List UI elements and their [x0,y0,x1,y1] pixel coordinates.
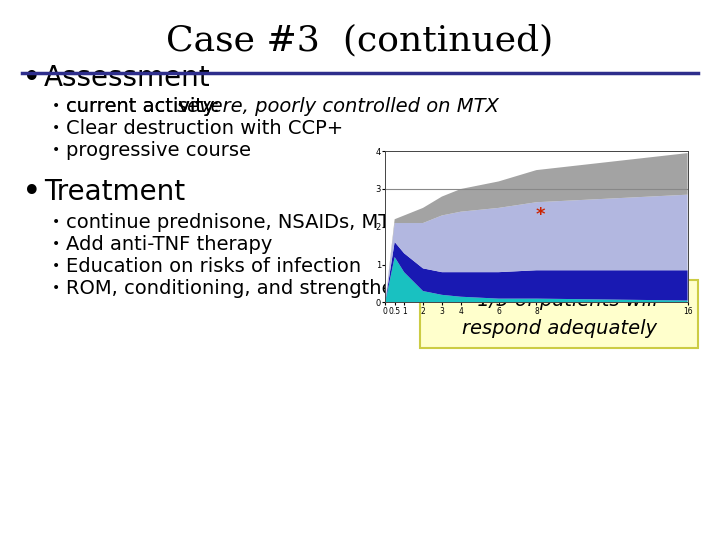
Text: progressive course: progressive course [66,140,251,159]
Text: severe, poorly controlled on MTX: severe, poorly controlled on MTX [177,97,499,116]
Text: ~1/3 of patients will
respond adequately: ~1/3 of patients will respond adequately [461,291,657,338]
Text: ROM, conditioning, and strengthening exercises: ROM, conditioning, and strengthening exe… [66,279,533,298]
Text: Add anti-TNF therapy: Add anti-TNF therapy [66,234,272,253]
Text: •: • [52,143,60,157]
Text: •: • [52,281,60,295]
Text: current activity:: current activity: [66,97,226,116]
FancyBboxPatch shape [420,280,698,348]
Text: Clear destruction with CCP+: Clear destruction with CCP+ [66,118,343,138]
Text: •: • [22,176,42,208]
Text: •: • [52,259,60,273]
Text: •: • [52,121,60,135]
Text: Case #3  (continued): Case #3 (continued) [166,23,554,57]
Text: Education on risks of infection: Education on risks of infection [66,256,361,275]
Text: current activity: severe, poorly controlled on MTX: current activity: severe, poorly control… [66,97,550,116]
Text: •: • [52,99,60,113]
Text: •: • [52,237,60,251]
Text: continue prednisone, NSAIDs, MTx: continue prednisone, NSAIDs, MTx [66,213,402,232]
Text: current activity:: current activity: [66,97,226,116]
Text: •: • [22,62,42,94]
Text: *: * [536,206,545,225]
Text: Assessment: Assessment [44,64,211,92]
Text: Treatment: Treatment [44,178,185,206]
Text: •: • [52,215,60,229]
